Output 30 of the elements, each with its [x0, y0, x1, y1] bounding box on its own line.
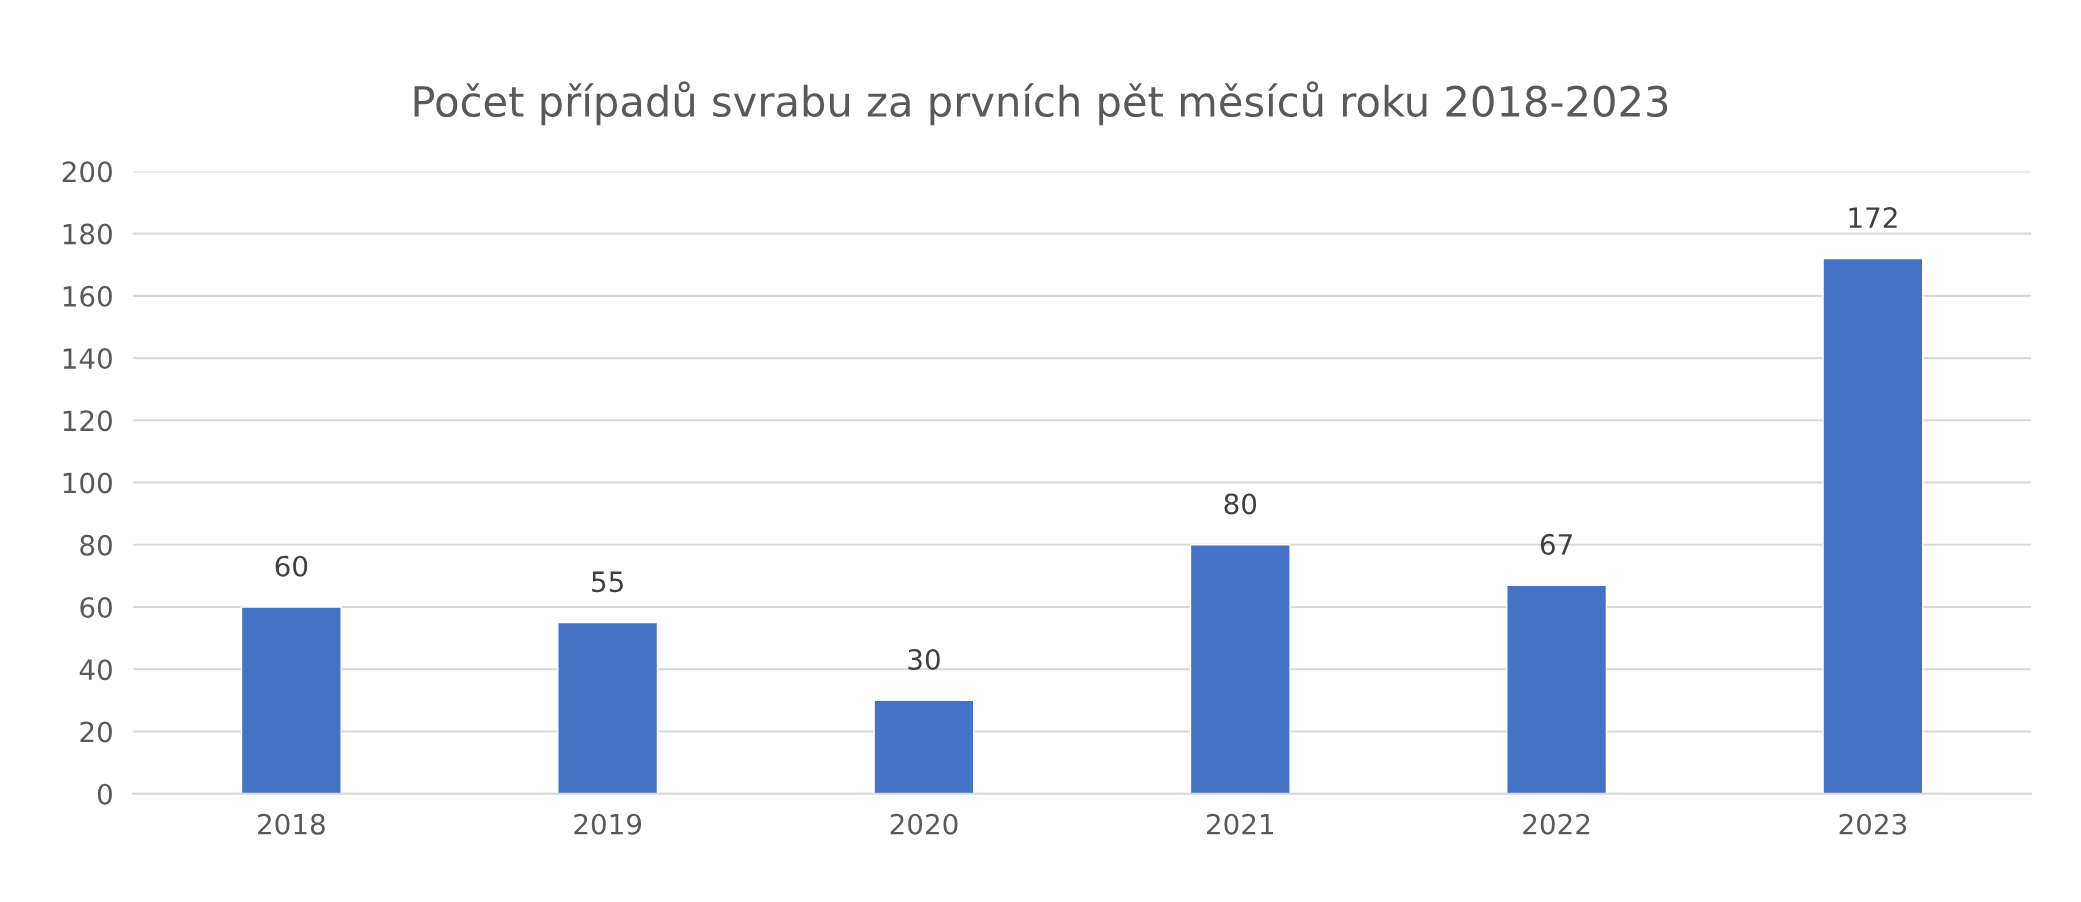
x-tick-label: 2018	[258, 813, 325, 835]
x-tick-label: 2020	[890, 813, 958, 835]
y-tick-label: 160	[63, 285, 112, 307]
bar	[557, 621, 659, 794]
bar	[240, 606, 342, 794]
bar	[1822, 257, 1924, 794]
data-label: 80	[1224, 493, 1257, 515]
x-tick-label: 2021	[1206, 813, 1274, 835]
data-label: 60	[275, 555, 308, 577]
x-tick-label: 2019	[574, 813, 642, 835]
data-label: 67	[1540, 533, 1572, 555]
y-tick-label: 20	[80, 721, 112, 743]
data-label: 55	[592, 571, 623, 593]
x-tick-label: 2023	[1839, 813, 1907, 835]
data-label: 30	[908, 649, 940, 671]
y-tick-label: 120	[63, 410, 112, 432]
bar	[873, 699, 975, 794]
bar	[1189, 544, 1291, 794]
y-tick-label: 140	[63, 348, 112, 370]
y-tick-label: 0	[97, 783, 112, 805]
y-tick-label: 40	[79, 659, 112, 681]
bar	[1506, 584, 1608, 794]
y-tick-label: 200	[62, 161, 112, 183]
y-tick-label: 80	[80, 534, 112, 556]
x-tick-label: 2022	[1523, 813, 1590, 835]
data-label: 172	[1849, 207, 1897, 228]
y-tick-label: 180	[63, 223, 112, 245]
y-tick-label: 100	[63, 472, 112, 494]
y-tick-label: 60	[80, 596, 112, 618]
chart-title: Počet případů svrabu za prvních pět měsíců roku 2018-2023	[414, 81, 1668, 126]
